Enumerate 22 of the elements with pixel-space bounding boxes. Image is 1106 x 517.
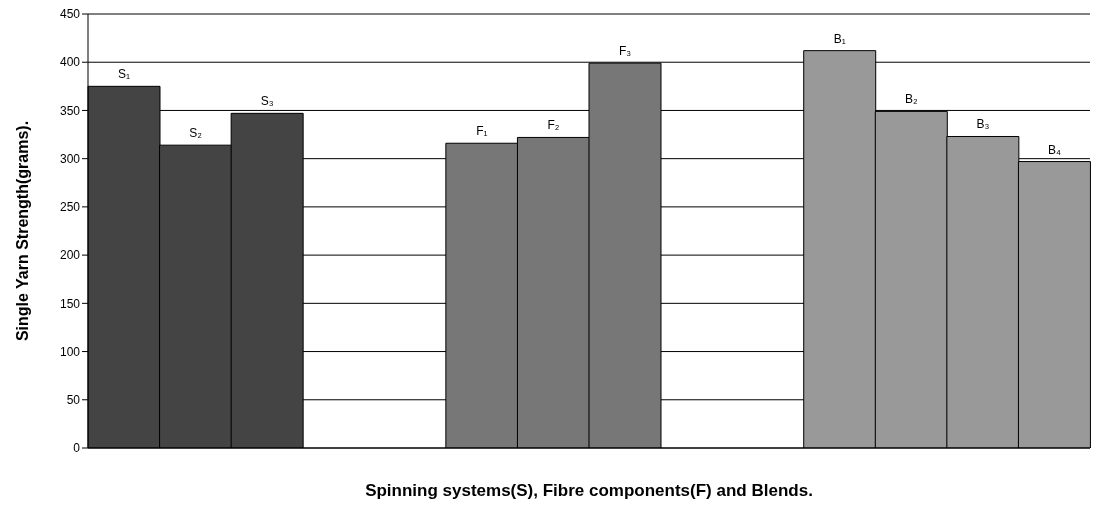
x-tick-label: F₁	[476, 124, 488, 139]
y-tick-label: 200	[59, 248, 81, 263]
y-tick-label: 350	[59, 103, 81, 118]
y-tick-label: 450	[59, 7, 81, 22]
y-tick-label: 400	[59, 55, 81, 70]
y-axis-title: Single Yarn Strength(grams).	[13, 120, 31, 342]
y-tick-label: 150	[59, 296, 81, 311]
x-axis-title: Spinning systems(S), Fibre components(F) and Blends.	[365, 481, 813, 500]
y-tick-label: 300	[59, 151, 81, 166]
x-tick-label: B₂	[904, 92, 918, 107]
x-tick-label: S₂	[189, 126, 203, 141]
y-tick-label: 100	[59, 344, 81, 359]
y-tick-label: 250	[59, 200, 81, 215]
x-tick-label: B₄	[1047, 142, 1061, 157]
x-tick-label: B₃	[976, 117, 990, 132]
x-tick-label: S₁	[117, 67, 131, 82]
x-tick-label: S₃	[260, 94, 274, 109]
y-tick-label: 50	[66, 393, 81, 408]
x-tick-label: F₂	[547, 118, 560, 133]
y-tick-label: 0	[73, 441, 81, 456]
x-tick-label: F₃	[618, 44, 632, 59]
x-tick-label: B₁	[833, 31, 846, 46]
